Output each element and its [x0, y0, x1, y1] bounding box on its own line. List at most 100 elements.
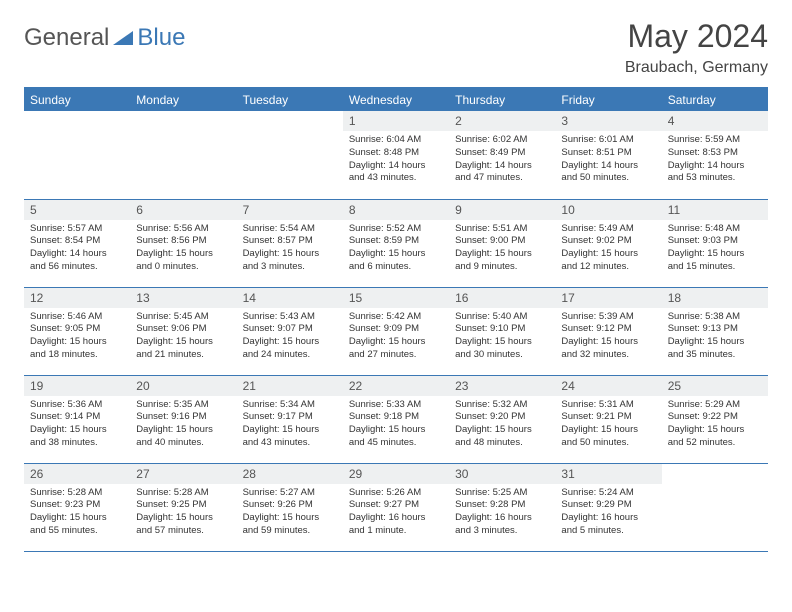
day-info: Sunrise: 6:04 AMSunset: 8:48 PMDaylight:… — [343, 131, 449, 189]
day-info: Sunrise: 5:29 AMSunset: 9:22 PMDaylight:… — [662, 396, 768, 454]
calendar-cell: 18Sunrise: 5:38 AMSunset: 9:13 PMDayligh… — [662, 287, 768, 375]
day-number: 23 — [449, 376, 555, 396]
calendar-cell: 20Sunrise: 5:35 AMSunset: 9:16 PMDayligh… — [130, 375, 236, 463]
header: General Blue May 2024 Braubach, Germany — [24, 18, 768, 77]
calendar-cell: 11Sunrise: 5:48 AMSunset: 9:03 PMDayligh… — [662, 199, 768, 287]
day-info: Sunrise: 5:25 AMSunset: 9:28 PMDaylight:… — [449, 484, 555, 542]
calendar-cell: 25Sunrise: 5:29 AMSunset: 9:22 PMDayligh… — [662, 375, 768, 463]
day-info: Sunrise: 5:28 AMSunset: 9:25 PMDaylight:… — [130, 484, 236, 542]
day-info: Sunrise: 5:46 AMSunset: 9:05 PMDaylight:… — [24, 308, 130, 366]
day-info: Sunrise: 5:27 AMSunset: 9:26 PMDaylight:… — [237, 484, 343, 542]
day-info: Sunrise: 5:48 AMSunset: 9:03 PMDaylight:… — [662, 220, 768, 278]
calendar-cell: 7Sunrise: 5:54 AMSunset: 8:57 PMDaylight… — [237, 199, 343, 287]
day-number: 12 — [24, 288, 130, 308]
calendar-cell: . — [130, 111, 236, 199]
calendar-cell: 14Sunrise: 5:43 AMSunset: 9:07 PMDayligh… — [237, 287, 343, 375]
calendar-cell: 4Sunrise: 5:59 AMSunset: 8:53 PMDaylight… — [662, 111, 768, 199]
day-number: 14 — [237, 288, 343, 308]
calendar-cell: 30Sunrise: 5:25 AMSunset: 9:28 PMDayligh… — [449, 463, 555, 551]
day-number: 17 — [555, 288, 661, 308]
weekday-header: Thursday — [449, 89, 555, 111]
calendar-cell: 2Sunrise: 6:02 AMSunset: 8:49 PMDaylight… — [449, 111, 555, 199]
day-number: 19 — [24, 376, 130, 396]
day-info: Sunrise: 5:45 AMSunset: 9:06 PMDaylight:… — [130, 308, 236, 366]
weekday-header: Monday — [130, 89, 236, 111]
logo: General Blue — [24, 18, 185, 52]
day-info: Sunrise: 5:40 AMSunset: 9:10 PMDaylight:… — [449, 308, 555, 366]
day-number: 3 — [555, 111, 661, 131]
day-number: 25 — [662, 376, 768, 396]
day-number: 1 — [343, 111, 449, 131]
day-number: 10 — [555, 200, 661, 220]
calendar-week-row: 12Sunrise: 5:46 AMSunset: 9:05 PMDayligh… — [24, 287, 768, 375]
day-number: 11 — [662, 200, 768, 220]
day-info: Sunrise: 5:52 AMSunset: 8:59 PMDaylight:… — [343, 220, 449, 278]
day-number: 9 — [449, 200, 555, 220]
calendar-cell: 9Sunrise: 5:51 AMSunset: 9:00 PMDaylight… — [449, 199, 555, 287]
calendar-cell: 8Sunrise: 5:52 AMSunset: 8:59 PMDaylight… — [343, 199, 449, 287]
day-number: 20 — [130, 376, 236, 396]
calendar-cell: 21Sunrise: 5:34 AMSunset: 9:17 PMDayligh… — [237, 375, 343, 463]
day-info: Sunrise: 5:32 AMSunset: 9:20 PMDaylight:… — [449, 396, 555, 454]
calendar-cell: 26Sunrise: 5:28 AMSunset: 9:23 PMDayligh… — [24, 463, 130, 551]
day-info: Sunrise: 5:28 AMSunset: 9:23 PMDaylight:… — [24, 484, 130, 542]
calendar-cell: 16Sunrise: 5:40 AMSunset: 9:10 PMDayligh… — [449, 287, 555, 375]
day-info: Sunrise: 5:38 AMSunset: 9:13 PMDaylight:… — [662, 308, 768, 366]
day-info: Sunrise: 5:59 AMSunset: 8:53 PMDaylight:… — [662, 131, 768, 189]
day-number: 22 — [343, 376, 449, 396]
day-number: 30 — [449, 464, 555, 484]
day-number: 28 — [237, 464, 343, 484]
calendar-cell: 24Sunrise: 5:31 AMSunset: 9:21 PMDayligh… — [555, 375, 661, 463]
day-info: Sunrise: 5:33 AMSunset: 9:18 PMDaylight:… — [343, 396, 449, 454]
day-info: Sunrise: 5:51 AMSunset: 9:00 PMDaylight:… — [449, 220, 555, 278]
calendar-cell: . — [24, 111, 130, 199]
weekday-header: Friday — [555, 89, 661, 111]
logo-text-blue: Blue — [137, 24, 185, 52]
calendar-week-row: 26Sunrise: 5:28 AMSunset: 9:23 PMDayligh… — [24, 463, 768, 551]
day-number: 15 — [343, 288, 449, 308]
day-number: 4 — [662, 111, 768, 131]
day-number: 21 — [237, 376, 343, 396]
day-number: 26 — [24, 464, 130, 484]
day-number: 29 — [343, 464, 449, 484]
calendar-cell: . — [662, 463, 768, 551]
calendar-cell: 22Sunrise: 5:33 AMSunset: 9:18 PMDayligh… — [343, 375, 449, 463]
calendar-body: ...1Sunrise: 6:04 AMSunset: 8:48 PMDayli… — [24, 111, 768, 551]
day-info: Sunrise: 5:43 AMSunset: 9:07 PMDaylight:… — [237, 308, 343, 366]
day-info: Sunrise: 5:57 AMSunset: 8:54 PMDaylight:… — [24, 220, 130, 278]
day-info: Sunrise: 5:34 AMSunset: 9:17 PMDaylight:… — [237, 396, 343, 454]
calendar-cell: . — [237, 111, 343, 199]
calendar-cell: 1Sunrise: 6:04 AMSunset: 8:48 PMDaylight… — [343, 111, 449, 199]
day-info: Sunrise: 5:36 AMSunset: 9:14 PMDaylight:… — [24, 396, 130, 454]
calendar-cell: 6Sunrise: 5:56 AMSunset: 8:56 PMDaylight… — [130, 199, 236, 287]
weekday-header: Saturday — [662, 89, 768, 111]
day-info: Sunrise: 6:01 AMSunset: 8:51 PMDaylight:… — [555, 131, 661, 189]
day-number: 2 — [449, 111, 555, 131]
day-info: Sunrise: 5:35 AMSunset: 9:16 PMDaylight:… — [130, 396, 236, 454]
logo-text-general: General — [24, 24, 109, 52]
day-info: Sunrise: 5:49 AMSunset: 9:02 PMDaylight:… — [555, 220, 661, 278]
calendar-cell: 23Sunrise: 5:32 AMSunset: 9:20 PMDayligh… — [449, 375, 555, 463]
calendar-cell: 3Sunrise: 6:01 AMSunset: 8:51 PMDaylight… — [555, 111, 661, 199]
location: Braubach, Germany — [625, 59, 768, 77]
weekday-header: Sunday — [24, 89, 130, 111]
logo-triangle-icon — [113, 27, 133, 50]
calendar-week-row: 5Sunrise: 5:57 AMSunset: 8:54 PMDaylight… — [24, 199, 768, 287]
weekday-header-row: Sunday Monday Tuesday Wednesday Thursday… — [24, 89, 768, 111]
calendar-cell: 19Sunrise: 5:36 AMSunset: 9:14 PMDayligh… — [24, 375, 130, 463]
day-info: Sunrise: 5:26 AMSunset: 9:27 PMDaylight:… — [343, 484, 449, 542]
day-number: 31 — [555, 464, 661, 484]
calendar-table: Sunday Monday Tuesday Wednesday Thursday… — [24, 89, 768, 552]
calendar-cell: 15Sunrise: 5:42 AMSunset: 9:09 PMDayligh… — [343, 287, 449, 375]
weekday-header: Tuesday — [237, 89, 343, 111]
day-number: 8 — [343, 200, 449, 220]
day-info: Sunrise: 5:31 AMSunset: 9:21 PMDaylight:… — [555, 396, 661, 454]
day-number: 24 — [555, 376, 661, 396]
day-info: Sunrise: 5:54 AMSunset: 8:57 PMDaylight:… — [237, 220, 343, 278]
calendar-week-row: 19Sunrise: 5:36 AMSunset: 9:14 PMDayligh… — [24, 375, 768, 463]
calendar-cell: 28Sunrise: 5:27 AMSunset: 9:26 PMDayligh… — [237, 463, 343, 551]
day-number: 13 — [130, 288, 236, 308]
day-info: Sunrise: 5:24 AMSunset: 9:29 PMDaylight:… — [555, 484, 661, 542]
day-number: 7 — [237, 200, 343, 220]
day-info: Sunrise: 5:39 AMSunset: 9:12 PMDaylight:… — [555, 308, 661, 366]
